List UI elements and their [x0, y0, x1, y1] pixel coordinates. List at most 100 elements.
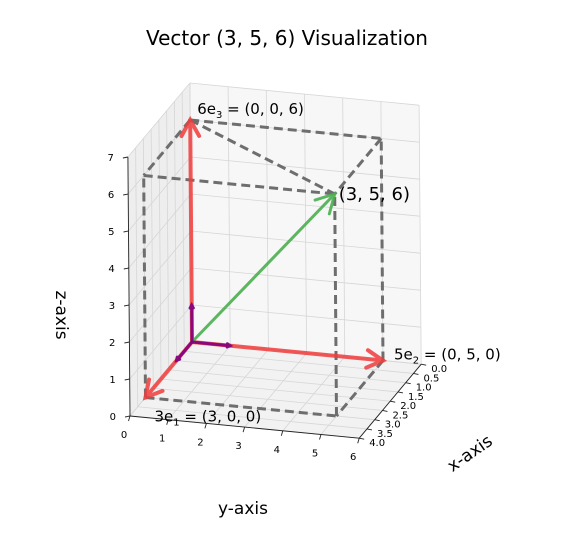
z-tick-label: 6: [108, 190, 114, 201]
z-tick: [123, 230, 129, 233]
y-tick: [204, 423, 207, 429]
box-edge: [145, 396, 337, 418]
y-tick-label: 6: [350, 452, 356, 463]
z-tick-label: 2: [109, 338, 115, 349]
main-vector-shaft: [190, 192, 337, 344]
component-vector-2-head: [364, 348, 388, 370]
unit-vector-1-head: [174, 355, 182, 363]
unit-vector-3-head: [188, 301, 195, 310]
z-tick: [124, 304, 130, 307]
box-edge: [143, 174, 335, 196]
y-tick: [166, 419, 169, 425]
box-edge: [333, 137, 383, 195]
y-tick-label: 5: [312, 449, 318, 460]
x-tick: [382, 410, 388, 412]
bounding-box: [142, 118, 385, 418]
y-tick-label: 2: [197, 437, 203, 448]
box-edge: [379, 138, 385, 361]
main-vector-head: [313, 191, 337, 216]
x-tick: [366, 428, 373, 431]
grid-line-z-back: [191, 230, 421, 254]
grid-line-y-floor: [282, 356, 346, 432]
x-tick-label: 1.5: [408, 392, 424, 403]
x-tick: [405, 382, 411, 385]
chart-title: Vector (3, 5, 6) Visualization: [146, 26, 428, 50]
z-tick-label: 7: [108, 153, 114, 164]
component-vector-1-head: [142, 377, 165, 401]
unit-vector-2-shaft: [190, 340, 232, 348]
z-tick-label: 5: [108, 227, 114, 238]
x-tick: [359, 437, 365, 440]
grid-line-y-back: [265, 90, 269, 350]
x-tick-label: 4.0: [369, 438, 385, 449]
y-tick: [242, 426, 246, 433]
component-label-2: 5e2 = (0, 5, 0): [394, 346, 501, 367]
z-axis-line: [127, 156, 131, 417]
y-tick: [280, 430, 284, 436]
z-tick: [124, 415, 131, 418]
component-label-3: 6e3 = (0, 0, 6): [197, 100, 304, 121]
y-tick-label: 4: [274, 445, 280, 456]
z-tick-label: 4: [108, 264, 114, 275]
axis-panes: [127, 83, 422, 439]
grid-line-y-back: [418, 105, 422, 365]
x-tick: [397, 391, 404, 394]
grid-line-z-back: [189, 82, 420, 106]
y-axis-label: y-axis: [218, 499, 268, 519]
x-tick: [421, 363, 427, 366]
grid-line-z-left: [128, 230, 192, 306]
unit-vector-2-head: [225, 342, 234, 349]
annotations: 3e1 = (3, 0, 0) 5e2 = (0, 5, 0) 6e3 = (0, …: [155, 100, 501, 429]
grid-line-x-left: [166, 110, 170, 370]
x-tick: [390, 400, 396, 403]
z-tick-label: 0: [110, 412, 116, 423]
box-edge: [142, 175, 147, 398]
grid-line-y-floor: [206, 349, 269, 424]
z-tick: [123, 267, 129, 270]
z-tick: [124, 378, 130, 381]
grid-line-z-left: [128, 193, 192, 269]
box-edge: [142, 119, 192, 177]
grid-line-z-left: [127, 82, 191, 158]
z-tick-label: 3: [109, 301, 115, 312]
unit-vector-1: [174, 340, 194, 363]
unit-vector-3: [188, 301, 195, 344]
z-tick: [124, 341, 130, 344]
x-tick: [413, 373, 419, 375]
x-tick-label: 0.0: [431, 364, 447, 375]
y-tick: [357, 438, 360, 444]
x-tick-label: 3.0: [385, 420, 401, 431]
grid-line-x-left: [174, 101, 177, 361]
x-tick-label: 0.5: [423, 373, 439, 384]
y-tick-label: 0: [121, 430, 127, 441]
x-axis-label: x-axis: [444, 431, 497, 476]
grid-line-z-left: [128, 156, 191, 232]
grid-line-z-back: [191, 304, 421, 328]
grid-line-y-floor: [244, 352, 307, 428]
tick-labels: 0 1 2 3 4 5 6 0.00.51.01.52.02.53.03.54.0 0 1 2 3 4 5…: [108, 153, 448, 463]
unit-vector-2: [190, 340, 234, 349]
y-tick: [128, 415, 131, 422]
x-tick: [374, 419, 380, 422]
x-tick-label: 2.5: [392, 410, 408, 421]
vectors: [142, 115, 388, 401]
vector-label: (3, 5, 6): [339, 184, 410, 205]
y-tick-label: 3: [235, 441, 241, 452]
y-tick: [319, 434, 322, 440]
main-vector: [190, 191, 337, 344]
grid-line-x-left: [158, 119, 162, 380]
unit-vector-1-shaft: [175, 340, 194, 362]
z-tick: [123, 193, 129, 196]
grid-line-z-left: [129, 267, 192, 343]
grid-line-x-left: [150, 129, 154, 389]
grid-line-z-left: [129, 304, 193, 380]
component-vector-3-head: [179, 115, 202, 139]
x-tick-label: 2.0: [400, 401, 416, 412]
x-tick-label: 1.0: [416, 383, 432, 394]
component-label-1: 3e1 = (3, 0, 0): [155, 408, 262, 429]
y-tick-label: 1: [159, 434, 165, 445]
box-edge: [333, 193, 338, 417]
grid-line-y-floor: [167, 345, 231, 420]
z-tick-label: 1: [109, 375, 115, 386]
